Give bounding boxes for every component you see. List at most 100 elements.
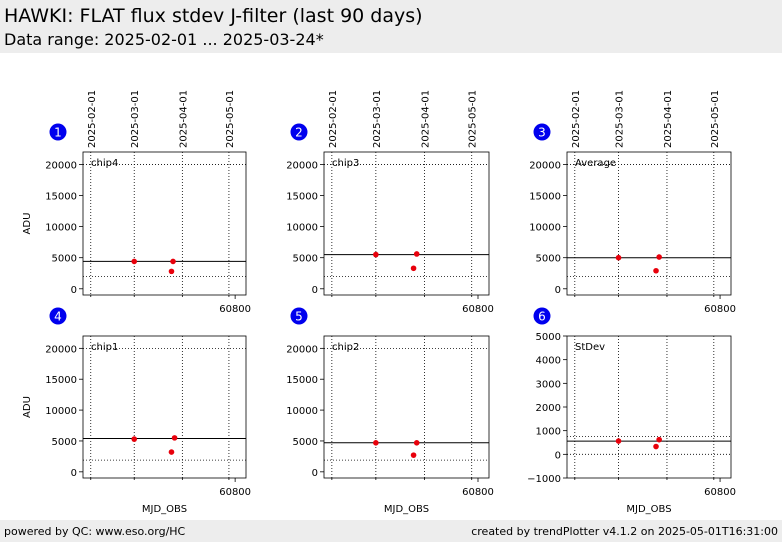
panel-1-series-label: chip4 [91, 158, 118, 169]
panel-6-y-tick-label: 0 [555, 450, 561, 461]
footer-generator: created by trendPlotter v4.1.2 on 2025-0… [471, 525, 778, 538]
panel-3-date-tick-label: 2025-04-01 [663, 90, 674, 148]
panel-1-y-tick-label: 15000 [45, 192, 77, 203]
panel-5-data-point [410, 452, 417, 458]
panel-1-y-axis-label: ADU [22, 213, 33, 235]
panel-3-y-tick-label: 0 [555, 285, 561, 296]
panel-1-y-tick-label: 5000 [52, 254, 77, 265]
panel-5-series-label: chip2 [332, 342, 359, 353]
panel-3-y-tick-label: 10000 [529, 223, 561, 234]
panel-1-y-tick-label: 10000 [45, 223, 77, 234]
panel-3-date-tick-label: 2025-03-01 [615, 90, 626, 148]
panel-6-y-tick-label: 5000 [536, 332, 561, 343]
panel-6-data-point [615, 438, 622, 444]
panel-6-y-tick-label: 2000 [536, 403, 561, 414]
footer-bar: powered by QC: www.eso.org/HC created by… [0, 520, 782, 542]
panel-5-axes-frame [323, 335, 490, 479]
panel-5-number-badge [290, 307, 308, 325]
panel-3-y-tick-label: 5000 [536, 254, 561, 265]
panel-6-y-tick-label: 4000 [536, 356, 561, 367]
panel-5-data-point [373, 440, 379, 446]
panel-4-series-label: chip1 [91, 342, 118, 353]
panel-1-data-point [170, 258, 176, 265]
panel-2-y-tick-label: 0 [312, 285, 318, 296]
panel-3-data-point [653, 267, 659, 274]
panel-3-number-badge-label: 3 [538, 126, 546, 140]
panel-4-x-tick-label: 60800 [219, 487, 251, 498]
panel-2-x-tick-label: 60800 [462, 304, 494, 315]
panel-2-date-tick-label: 2025-02-01 [328, 90, 339, 148]
panel-2-number-badge-label: 2 [295, 126, 303, 140]
panel-1-data-point [168, 268, 175, 275]
panel-5-number-badge-label: 5 [295, 310, 303, 324]
panel-6-y-tick-label: 3000 [536, 379, 561, 390]
panel-6-x-tick-label: 60800 [704, 487, 736, 498]
panel-4-y-axis-label: ADU [22, 396, 33, 418]
panel-4-x-axis-label: MJD_OBS [142, 504, 187, 515]
panel-6-number-badge [533, 307, 551, 325]
panel-5-y-tick-label: 20000 [286, 344, 318, 355]
panel-6-axes-frame [566, 335, 732, 479]
panel-6-data-point [653, 443, 659, 450]
panel-4-number-badge-label: 4 [54, 310, 62, 324]
panel-3-x-tick-label: 60800 [704, 304, 736, 315]
panel-6-x-axis-label: MJD_OBS [626, 504, 671, 515]
panel-3-number-badge [533, 123, 551, 141]
panel-4-y-tick-label: 10000 [45, 406, 77, 417]
panel-2-data-point [413, 251, 420, 257]
panel-2-date-tick-label: 2025-05-01 [468, 90, 479, 148]
panel-3-data-point [615, 254, 622, 261]
panel-2-number-badge [290, 123, 308, 141]
footer-credit: powered by QC: www.eso.org/HC [4, 525, 186, 538]
panel-1-y-tick-label: 0 [71, 285, 77, 296]
page-subtitle: Data range: 2025-02-01 ... 2025-03-24* [4, 30, 324, 49]
panel-4-data-point [168, 449, 175, 455]
panel-2-y-tick-label: 15000 [286, 192, 318, 203]
panel-5-data-point [413, 440, 420, 446]
panel-1-y-tick-label: 20000 [45, 160, 77, 171]
page-title: HAWKI: FLAT flux stdev J-filter (last 90… [4, 5, 423, 27]
panel-4-axes-frame [82, 335, 247, 479]
panel-2-y-tick-label: 20000 [286, 160, 318, 171]
panel-5-x-axis-label: MJD_OBS [384, 504, 429, 515]
panel-5-y-tick-label: 0 [312, 468, 318, 479]
panel-4-data-point [131, 436, 138, 442]
header-bar: HAWKI: FLAT flux stdev J-filter (last 90… [0, 0, 782, 53]
panel-4-y-tick-label: 5000 [52, 437, 77, 448]
panel-2-date-tick-label: 2025-04-01 [421, 90, 432, 148]
panel-4-number-badge [49, 307, 67, 325]
panel-2-date-tick-label: 2025-03-01 [372, 90, 383, 148]
panel-5-y-tick-label: 5000 [293, 437, 318, 448]
panel-5-x-tick-label: 60800 [462, 487, 494, 498]
panel-3-axes-frame [566, 151, 732, 296]
panel-2-data-point [373, 251, 379, 258]
panel-3-date-tick-label: 2025-02-01 [571, 90, 582, 148]
panel-6-number-badge-label: 6 [538, 310, 546, 324]
panel-3-y-tick-label: 20000 [529, 160, 561, 171]
panel-2-y-tick-label: 10000 [286, 223, 318, 234]
panel-5-y-tick-label: 10000 [286, 406, 318, 417]
panel-3-y-tick-label: 15000 [529, 192, 561, 203]
panel-3-data-point [656, 254, 662, 260]
panel-6-data-point [656, 436, 662, 443]
panel-1-date-tick-label: 2025-05-01 [225, 90, 236, 148]
panel-3-date-tick-label: 2025-05-01 [710, 90, 721, 148]
panel-4-y-tick-label: 20000 [45, 344, 77, 355]
panel-1-x-tick-label: 60800 [219, 304, 251, 315]
panel-1-axes-frame [82, 151, 247, 296]
panel-1-number-badge-label: 1 [54, 126, 62, 140]
panel-1-data-point [131, 258, 138, 265]
panel-6-y-tick-label: −1000 [527, 474, 561, 485]
panel-5-y-tick-label: 15000 [286, 375, 318, 386]
panel-1-date-tick-label: 2025-03-01 [130, 90, 141, 148]
panel-4-data-point [171, 435, 178, 441]
panel-3-series-label: Average [575, 158, 616, 169]
panel-1-number-badge [49, 123, 67, 141]
panel-4-y-tick-label: 15000 [45, 375, 77, 386]
panel-2-data-point [410, 265, 417, 272]
panel-2-series-label: chip3 [332, 158, 359, 169]
panel-6-y-tick-label: 1000 [536, 427, 561, 438]
panel-4-y-tick-label: 0 [71, 468, 77, 479]
panel-1-date-tick-label: 2025-04-01 [178, 90, 189, 148]
